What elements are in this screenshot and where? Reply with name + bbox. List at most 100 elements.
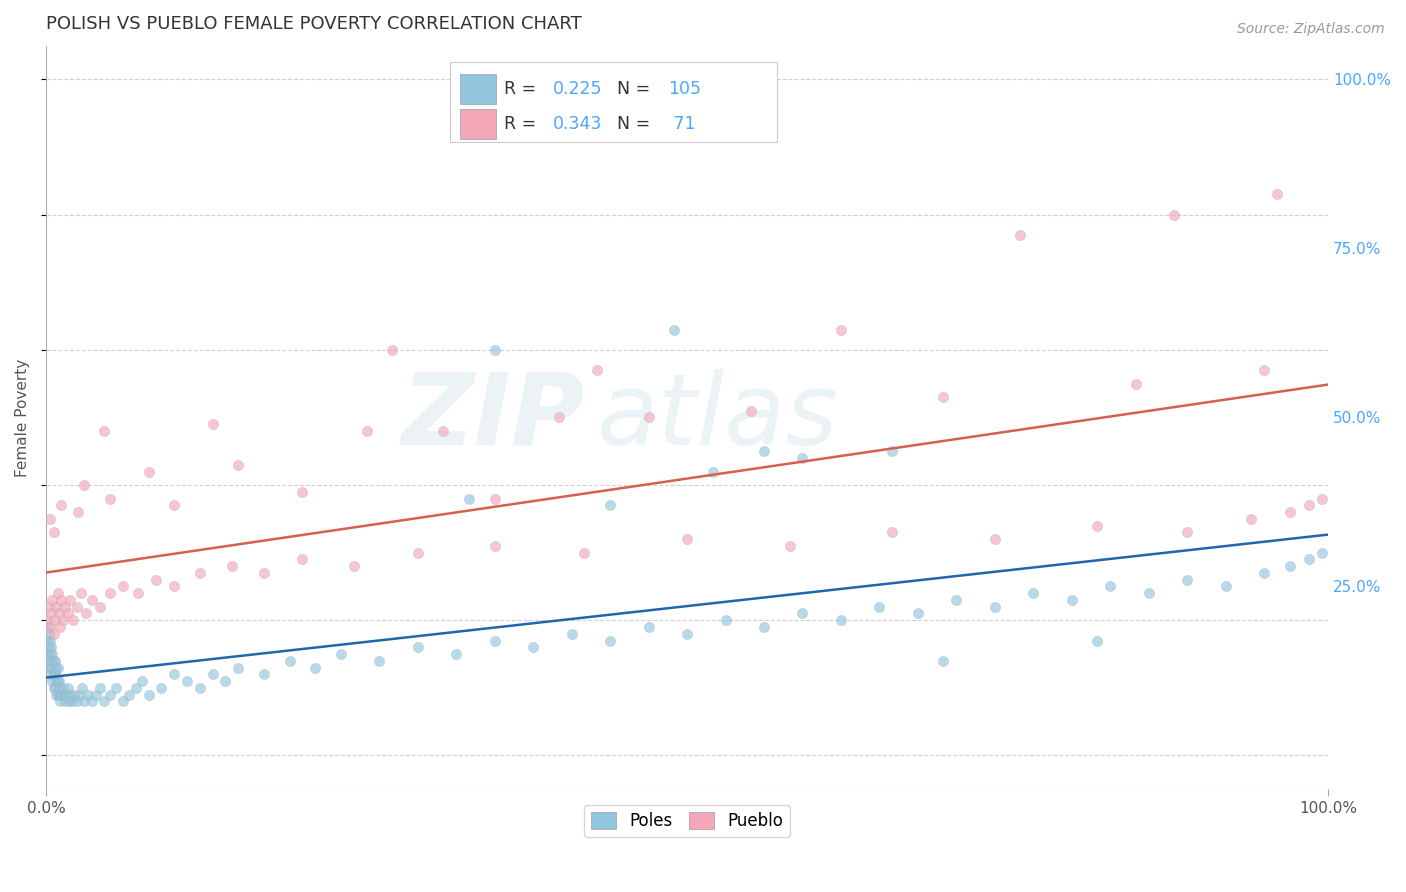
Point: [221, 559, 243, 574]
Point: [329, 647, 352, 661]
Point: [356, 424, 378, 438]
Point: [49, 681, 72, 695]
Point: [37, 633, 59, 648]
Point: [66, 694, 89, 708]
Point: [1298, 499, 1320, 513]
Point: [45, 674, 67, 689]
Point: [779, 539, 801, 553]
Point: [98, 491, 121, 506]
Point: [368, 654, 391, 668]
Point: [56, 681, 79, 695]
Point: [41, 674, 63, 689]
Point: [432, 424, 454, 438]
Point: [38, 626, 60, 640]
Point: [484, 491, 506, 506]
Point: [945, 593, 967, 607]
Point: [38, 633, 60, 648]
Point: [1215, 579, 1237, 593]
Point: [599, 633, 621, 648]
Point: [932, 390, 955, 404]
Point: [46, 688, 69, 702]
Point: [188, 681, 211, 695]
Point: [574, 546, 596, 560]
Point: [82, 694, 104, 708]
Bar: [460, 74, 496, 103]
Point: [458, 491, 481, 506]
Point: [201, 417, 224, 432]
Text: N =: N =: [617, 115, 655, 133]
Point: [1298, 552, 1320, 566]
Point: [45, 660, 67, 674]
Point: [599, 499, 621, 513]
Point: [39, 654, 62, 668]
Point: [792, 607, 814, 621]
Point: [163, 667, 186, 681]
Point: [70, 681, 93, 695]
Text: 71: 71: [668, 115, 696, 133]
Text: Source: ZipAtlas.com: Source: ZipAtlas.com: [1237, 22, 1385, 37]
Text: N =: N =: [617, 79, 655, 98]
Text: ZIP: ZIP: [402, 369, 585, 466]
Point: [84, 688, 107, 702]
Point: [131, 674, 153, 689]
Point: [1022, 586, 1045, 600]
Point: [752, 444, 775, 458]
Point: [39, 667, 62, 681]
Point: [752, 620, 775, 634]
Point: [38, 512, 60, 526]
Point: [111, 694, 134, 708]
Point: [45, 688, 67, 702]
Point: [740, 403, 762, 417]
Point: [637, 620, 659, 634]
Text: 0.343: 0.343: [553, 115, 602, 133]
Point: [125, 681, 148, 695]
Point: [226, 660, 249, 674]
Point: [664, 322, 686, 336]
Point: [105, 681, 128, 695]
Point: [44, 681, 66, 695]
Text: POLISH VS PUEBLO FEMALE POVERTY CORRELATION CHART: POLISH VS PUEBLO FEMALE POVERTY CORRELAT…: [46, 15, 582, 33]
Point: [37, 613, 59, 627]
Point: [253, 667, 276, 681]
Point: [868, 599, 890, 614]
Point: [38, 620, 60, 634]
Point: [44, 667, 66, 681]
Point: [93, 424, 115, 438]
Point: [46, 586, 69, 600]
Point: [38, 599, 60, 614]
Point: [792, 450, 814, 465]
Point: [127, 586, 149, 600]
Point: [44, 654, 66, 668]
Point: [59, 688, 82, 702]
Point: [714, 613, 737, 627]
Point: [46, 660, 69, 674]
Point: [38, 654, 60, 668]
Point: [118, 688, 141, 702]
Point: [304, 660, 326, 674]
Point: [89, 599, 111, 614]
Point: [1310, 491, 1333, 506]
Point: [55, 688, 77, 702]
Point: [984, 532, 1007, 546]
Point: [882, 444, 904, 458]
Point: [1137, 586, 1160, 600]
Point: [42, 654, 65, 668]
Point: [484, 633, 506, 648]
Point: [1240, 512, 1263, 526]
Point: [188, 566, 211, 580]
Point: [73, 478, 96, 492]
Point: [51, 499, 73, 513]
Point: [201, 667, 224, 681]
Y-axis label: Female Poverty: Female Poverty: [15, 359, 30, 476]
Point: [278, 654, 301, 668]
Point: [446, 647, 468, 661]
Point: [637, 410, 659, 425]
Point: [66, 505, 89, 519]
Point: [907, 607, 929, 621]
Point: [52, 681, 75, 695]
Point: [522, 640, 544, 655]
Point: [98, 586, 121, 600]
Point: [406, 546, 429, 560]
Point: [46, 674, 69, 689]
Point: [111, 579, 134, 593]
